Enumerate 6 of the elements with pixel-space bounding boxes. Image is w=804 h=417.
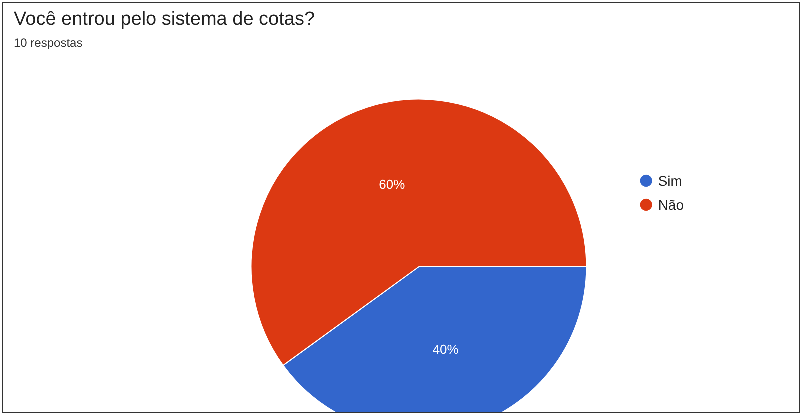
text: 10 respostas [14,36,83,50]
data-label: 40% [432,342,460,358]
chart-title: Você entrou pelo sistema de cotas? [14,9,316,30]
legend-label: Sim [658,173,682,189]
legend-label: Não [658,197,684,213]
data-label: 60% [379,176,406,192]
